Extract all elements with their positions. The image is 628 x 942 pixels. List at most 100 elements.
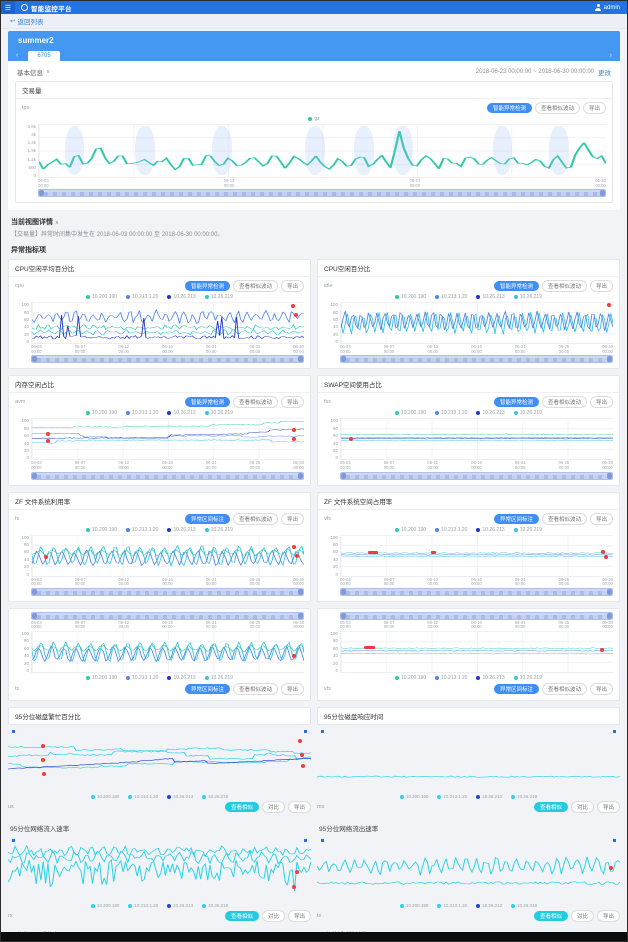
tabs-next-icon[interactable]: › xyxy=(609,52,612,59)
compare-button[interactable]: 对比 xyxy=(261,910,285,923)
similar-wave-button[interactable]: 查看相似波动 xyxy=(541,683,587,696)
y-axis: 100 80 60 40 20 0 xyxy=(21,302,29,345)
metric-panel-swap: SWAP空间使用占比 fss 智能异常检测 查看相似波动 导出 10.200.1… xyxy=(317,375,620,486)
datazoom-slider[interactable] xyxy=(340,355,613,364)
export-button[interactable]: 导出 xyxy=(589,396,613,409)
lower-panel-disk-busy: 95分位磁盘繁忙百分比 10.200.190 10.213.1.20 10.26.2… xyxy=(8,707,311,814)
metric-panel-fs-space: ZF 文件系统空间占用率 vfs 异常区间标注 查看相似波动 导出 10.200… xyxy=(317,491,620,602)
mark-range-button[interactable]: 异常区间标注 xyxy=(184,684,230,695)
smart-detect-button[interactable]: 智能异常检测 xyxy=(493,397,539,408)
lower-panel-disk-resp: 95分位磁盘响应时间 10.200.190 10.213.1.20 10.26.21… xyxy=(317,707,620,814)
line-chart xyxy=(31,418,304,461)
export-button[interactable]: 导出 xyxy=(589,280,613,293)
username: admin xyxy=(603,4,620,11)
similar-wave-button[interactable]: 查看相似波动 xyxy=(541,396,587,409)
smart-detect-button[interactable]: 智能异常检测 xyxy=(184,397,230,408)
export-button[interactable]: 导出 xyxy=(280,280,304,293)
y-axis: 100 80 60 40 20 0 xyxy=(330,418,338,461)
similar-wave-button[interactable]: 查看相似波动 xyxy=(541,280,587,293)
export-button[interactable]: 导出 xyxy=(589,512,613,525)
similar-button[interactable]: 查看相似 xyxy=(224,911,259,922)
x-axis: 06-03 00:00 06-07 00:00 06-12 00:00 06-16 00:00… xyxy=(31,576,304,587)
export-button[interactable]: 导出 xyxy=(596,910,620,923)
chart-legend[interactable]: 10.200.190 10.213.1.20 10.26.213 10.26.219 xyxy=(324,408,613,418)
compare-button[interactable]: 对比 xyxy=(570,910,594,923)
back-to-list-link[interactable]: ↩ 返回列表 xyxy=(10,18,44,26)
datazoom-slider[interactable] xyxy=(31,355,304,364)
metric-code: vfs xyxy=(324,686,332,693)
metric-code: us xyxy=(8,804,14,811)
datazoom-slider[interactable] xyxy=(340,611,613,620)
similar-wave-button[interactable]: 查看相似波动 xyxy=(541,512,587,525)
similar-wave-button[interactable]: 查看相似波动 xyxy=(232,396,278,409)
chart-legend[interactable]: 10.200.190 10.213.1.20 10.26.213 10.26.219 xyxy=(15,673,304,683)
chevron-up-icon[interactable]: ∧ xyxy=(54,220,59,227)
datazoom-slider[interactable] xyxy=(38,189,606,198)
chart-legend[interactable]: 10.200.190 10.213.1.20 10.26.213 10.26.219 xyxy=(15,408,304,418)
similar-wave-button[interactable]: 查看相似波动 xyxy=(232,280,278,293)
similar-wave-button[interactable]: 查看相似波动 xyxy=(232,683,278,696)
compare-button[interactable]: 对比 xyxy=(570,801,594,814)
top-navbar: ☰ 智能监控平台 admin xyxy=(1,1,627,14)
smart-detect-button[interactable]: 智能异常检测 xyxy=(486,103,532,113)
mark-range-button[interactable]: 异常区间标注 xyxy=(184,513,230,524)
chevron-down-icon[interactable]: ∨ xyxy=(46,69,51,75)
chart-legend[interactable]: 10.200.190 10.213.1.20 10.26.213 10.26.219 xyxy=(324,525,613,535)
datazoom-slider[interactable] xyxy=(31,611,304,620)
panel-title: CPU空闲平均百分比 xyxy=(9,260,310,278)
export-button[interactable]: 导出 xyxy=(280,683,304,696)
y-axis: 100 80 60 40 20 0 xyxy=(21,418,29,461)
chart-legend[interactable]: gz xyxy=(22,114,606,124)
tab-active[interactable]: 6705 xyxy=(28,51,60,61)
hamburger-menu-icon[interactable]: ☰ xyxy=(1,1,15,14)
similar-button[interactable]: 查看相似 xyxy=(533,802,568,813)
chart-legend[interactable]: 10.200.190 10.213.1.20 10.26.213 10.26.219 xyxy=(324,673,613,683)
datazoom-slider[interactable] xyxy=(340,471,613,480)
chart-legend[interactable]: 10.200.190 10.213.1.20 10.26.213 10.26.219 xyxy=(15,525,304,535)
change-date-link[interactable]: 更改 xyxy=(598,70,611,77)
similar-wave-button[interactable]: 查看相似波动 xyxy=(232,512,278,525)
metric-code: cpu xyxy=(15,283,24,290)
export-button[interactable]: 导出 xyxy=(596,801,620,814)
user-menu[interactable]: admin xyxy=(595,4,620,11)
x-axis: 06-03 00:00 06-07 00:00 06-12 00:00 06-16 00:00… xyxy=(31,460,304,471)
metric-panel-cpu-avg: CPU空闲平均百分比 cpu 智能异常检测 查看相似波动 导出 10.200.1… xyxy=(8,259,311,370)
chart-legend[interactable]: 10.200.190 10.213.1.20 10.26.213 10.26.219 xyxy=(324,292,613,302)
mark-range-button[interactable]: 异常区间标注 xyxy=(493,513,539,524)
metric-code: fs xyxy=(15,686,20,693)
export-button[interactable]: 导出 xyxy=(582,102,606,114)
mark-range-button[interactable]: 异常区间标注 xyxy=(493,684,539,695)
detail-description: 【交易量】异常时间集中发生在 2018-06-03 00:00:00 至 201… xyxy=(11,232,224,239)
smart-detect-button[interactable]: 智能异常检测 xyxy=(184,281,230,292)
metric-code: avm xyxy=(15,399,26,406)
metric-code: ms xyxy=(317,804,325,811)
similar-wave-button[interactable]: 查看相似波动 xyxy=(534,102,580,114)
export-button[interactable]: 导出 xyxy=(287,910,311,923)
datazoom-slider[interactable] xyxy=(340,587,613,596)
chart-legend[interactable]: 10.200.190 10.213.1.20 10.26.213 10.26.219 xyxy=(317,901,620,910)
metric-code: tx xyxy=(317,913,322,920)
datazoom-slider[interactable] xyxy=(31,587,304,596)
line-chart xyxy=(8,728,311,792)
smart-detect-button[interactable]: 智能异常检测 xyxy=(493,281,539,292)
panel-title: 95分位磁盘响应时间 xyxy=(317,707,620,726)
metric-grid: CPU空闲平均百分比 cpu 智能异常检测 查看相似波动 导出 10.200.1… xyxy=(8,259,620,939)
chart-legend[interactable]: 10.200.190 10.213.1.20 10.26.213 10.26.219 xyxy=(317,792,620,801)
chart-legend[interactable]: 10.200.190 10.213.1.20 10.26.213 10.26.219 xyxy=(8,792,311,801)
chart-legend[interactable]: 10.200.190 10.213.1.20 10.26.213 10.26.219 xyxy=(15,292,304,302)
export-button[interactable]: 导出 xyxy=(287,801,311,814)
export-button[interactable]: 导出 xyxy=(280,512,304,525)
similar-button[interactable]: 查看相似 xyxy=(224,802,259,813)
y-axis: 100 80 60 40 20 0 xyxy=(21,534,29,577)
y-axis: 100 80 60 40 20 0 xyxy=(330,302,338,345)
line-chart xyxy=(340,534,613,577)
tabs-prev-icon[interactable]: ‹ xyxy=(16,52,19,59)
similar-button[interactable]: 查看相似 xyxy=(533,911,568,922)
basic-info-label[interactable]: 基本信息 xyxy=(17,70,43,77)
datazoom-slider[interactable] xyxy=(31,471,304,480)
chart-legend[interactable]: 10.200.190 10.213.1.20 10.26.213 10.26.219 xyxy=(8,901,311,910)
export-button[interactable]: 导出 xyxy=(589,683,613,696)
export-button[interactable]: 导出 xyxy=(280,396,304,409)
back-icon: ↩ xyxy=(10,18,16,25)
compare-button[interactable]: 对比 xyxy=(261,801,285,814)
